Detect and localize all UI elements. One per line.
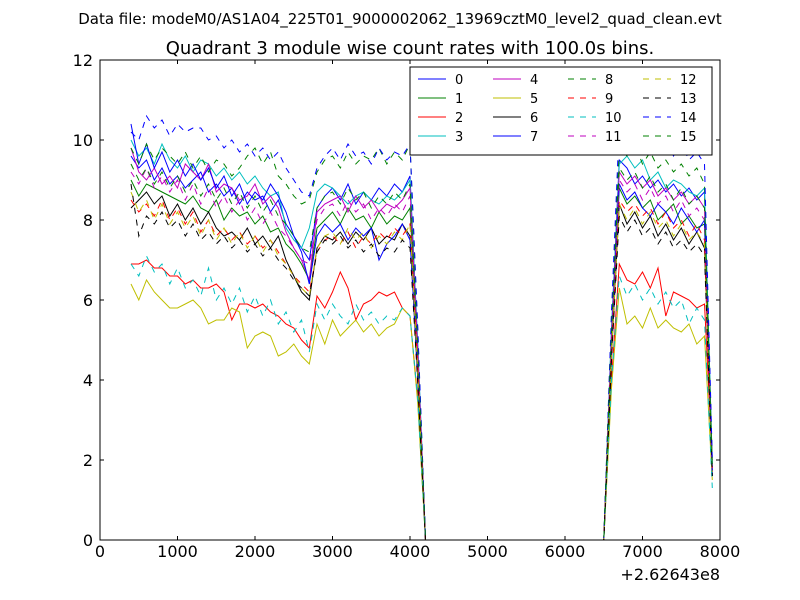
x-tick-label: 4000 (390, 542, 431, 561)
legend-label-13: 13 (680, 92, 697, 107)
legend-label-6: 6 (530, 111, 538, 126)
series-line-9 (130, 198, 713, 541)
series-line-11 (130, 166, 713, 541)
series-line-8 (130, 142, 713, 541)
legend-label-7: 7 (530, 130, 538, 145)
x-tick-label: 7000 (622, 542, 663, 561)
x-tick-label: 8000 (700, 542, 741, 561)
x-tick-label: 5000 (467, 542, 508, 561)
legend-label-12: 12 (680, 73, 697, 88)
figure-suptitle: Data file: modeM0/AS1A04_225T01_90000020… (78, 10, 722, 29)
x-tick-label: 1000 (157, 542, 198, 561)
x-tick-label: 2000 (235, 542, 276, 561)
series-line-7 (130, 123, 713, 541)
series-line-0 (130, 155, 713, 541)
y-tick-label: 10 (73, 131, 93, 150)
x-tick-label: 0 (95, 542, 105, 561)
legend-label-0: 0 (455, 73, 463, 88)
legend-label-8: 8 (605, 73, 613, 88)
y-tick-label: 4 (83, 371, 93, 390)
legend-label-11: 11 (605, 130, 622, 145)
x-offset-label: +2.62643e8 (620, 565, 720, 584)
legend-label-14: 14 (680, 111, 697, 126)
legend-box (409, 66, 713, 156)
y-tick-label: 6 (83, 291, 93, 310)
legend-label-4: 4 (530, 73, 538, 88)
legend-label-5: 5 (530, 92, 538, 107)
legend-label-1: 1 (455, 92, 463, 107)
legend-label-9: 9 (605, 92, 613, 107)
x-tick-label: 6000 (545, 542, 586, 561)
chart-title: Quadrant 3 module wise count rates with … (166, 38, 655, 59)
series-line-15 (130, 163, 713, 541)
x-tick-label: 3000 (312, 542, 353, 561)
y-tick-label: 2 (83, 451, 93, 470)
series-line-4 (130, 147, 713, 541)
series-line-5 (130, 278, 713, 541)
series-line-6 (130, 191, 713, 541)
legend-label-10: 10 (605, 111, 622, 126)
y-tick-label: 8 (83, 211, 93, 230)
series-line-10 (130, 254, 713, 541)
legend-label-3: 3 (455, 130, 463, 145)
y-tick-label: 12 (73, 51, 93, 70)
axis-layer: 0 1000 2000 3000 4000 5000 6000 7000 80000246810… (73, 51, 741, 561)
y-tick-label: 0 (83, 531, 93, 550)
legend-label-15: 15 (680, 130, 697, 145)
series-layer (130, 114, 713, 541)
series-line-12 (130, 191, 713, 541)
series-line-2 (131, 259, 713, 541)
legend-label-2: 2 (455, 111, 463, 126)
